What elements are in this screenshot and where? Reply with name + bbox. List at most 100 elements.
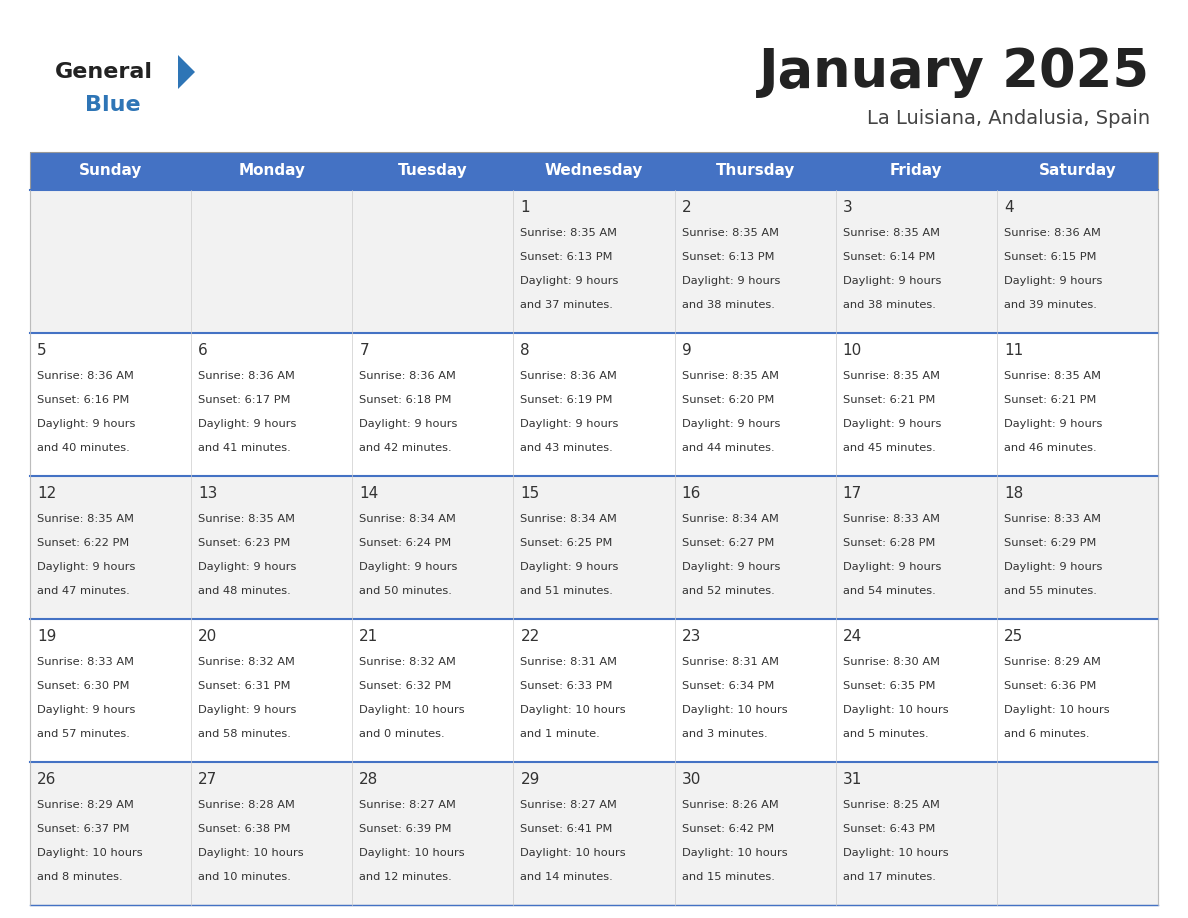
Text: Daylight: 10 hours: Daylight: 10 hours <box>359 705 465 715</box>
Text: and 44 minutes.: and 44 minutes. <box>682 443 775 453</box>
Text: Sunset: 6:25 PM: Sunset: 6:25 PM <box>520 538 613 548</box>
Text: Sunrise: 8:35 AM: Sunrise: 8:35 AM <box>37 514 134 524</box>
Text: 20: 20 <box>198 629 217 644</box>
Text: 28: 28 <box>359 772 379 787</box>
Text: 17: 17 <box>842 486 862 501</box>
Text: Sunset: 6:42 PM: Sunset: 6:42 PM <box>682 824 773 834</box>
Text: Saturday: Saturday <box>1038 163 1117 178</box>
Text: Sunrise: 8:26 AM: Sunrise: 8:26 AM <box>682 800 778 810</box>
Text: 21: 21 <box>359 629 379 644</box>
Text: and 45 minutes.: and 45 minutes. <box>842 443 935 453</box>
Text: Daylight: 10 hours: Daylight: 10 hours <box>1004 705 1110 715</box>
Text: and 43 minutes.: and 43 minutes. <box>520 443 613 453</box>
Text: Sunrise: 8:31 AM: Sunrise: 8:31 AM <box>682 657 778 667</box>
Text: and 17 minutes.: and 17 minutes. <box>842 872 936 882</box>
Text: Daylight: 9 hours: Daylight: 9 hours <box>198 419 297 429</box>
Text: Sunrise: 8:25 AM: Sunrise: 8:25 AM <box>842 800 940 810</box>
Text: and 3 minutes.: and 3 minutes. <box>682 729 767 739</box>
Text: and 40 minutes.: and 40 minutes. <box>37 443 129 453</box>
Text: Daylight: 9 hours: Daylight: 9 hours <box>520 276 619 286</box>
Text: Sunset: 6:30 PM: Sunset: 6:30 PM <box>37 681 129 691</box>
Text: 11: 11 <box>1004 343 1023 358</box>
Text: Sunset: 6:22 PM: Sunset: 6:22 PM <box>37 538 129 548</box>
Text: Sunset: 6:32 PM: Sunset: 6:32 PM <box>359 681 451 691</box>
Text: Daylight: 9 hours: Daylight: 9 hours <box>842 276 941 286</box>
Text: Sunset: 6:28 PM: Sunset: 6:28 PM <box>842 538 935 548</box>
Text: Sunset: 6:34 PM: Sunset: 6:34 PM <box>682 681 773 691</box>
Text: Sunrise: 8:36 AM: Sunrise: 8:36 AM <box>359 371 456 381</box>
Text: and 14 minutes.: and 14 minutes. <box>520 872 613 882</box>
Text: 7: 7 <box>359 343 369 358</box>
Text: 1: 1 <box>520 200 530 215</box>
Text: and 47 minutes.: and 47 minutes. <box>37 586 129 596</box>
Text: Sunset: 6:14 PM: Sunset: 6:14 PM <box>842 252 935 262</box>
Text: Monday: Monday <box>239 163 305 178</box>
Text: and 38 minutes.: and 38 minutes. <box>842 300 936 310</box>
Text: 16: 16 <box>682 486 701 501</box>
Text: 12: 12 <box>37 486 56 501</box>
Text: Sunrise: 8:32 AM: Sunrise: 8:32 AM <box>359 657 456 667</box>
Text: Sunset: 6:27 PM: Sunset: 6:27 PM <box>682 538 773 548</box>
Text: Sunrise: 8:36 AM: Sunrise: 8:36 AM <box>520 371 618 381</box>
Text: 3: 3 <box>842 200 853 215</box>
Text: Sunrise: 8:33 AM: Sunrise: 8:33 AM <box>842 514 940 524</box>
Text: Sunset: 6:41 PM: Sunset: 6:41 PM <box>520 824 613 834</box>
Text: Blue: Blue <box>86 95 140 115</box>
Text: Sunset: 6:15 PM: Sunset: 6:15 PM <box>1004 252 1097 262</box>
Text: Daylight: 10 hours: Daylight: 10 hours <box>842 705 948 715</box>
Text: Daylight: 9 hours: Daylight: 9 hours <box>198 705 297 715</box>
Text: Sunrise: 8:35 AM: Sunrise: 8:35 AM <box>682 228 778 238</box>
Text: and 39 minutes.: and 39 minutes. <box>1004 300 1097 310</box>
Text: Sunrise: 8:33 AM: Sunrise: 8:33 AM <box>1004 514 1101 524</box>
Text: Sunrise: 8:31 AM: Sunrise: 8:31 AM <box>520 657 618 667</box>
Text: Sunrise: 8:36 AM: Sunrise: 8:36 AM <box>198 371 295 381</box>
Text: Daylight: 9 hours: Daylight: 9 hours <box>1004 419 1102 429</box>
Text: Sunset: 6:39 PM: Sunset: 6:39 PM <box>359 824 451 834</box>
Text: Daylight: 9 hours: Daylight: 9 hours <box>359 419 457 429</box>
Text: 13: 13 <box>198 486 217 501</box>
Text: 22: 22 <box>520 629 539 644</box>
Text: Wednesday: Wednesday <box>545 163 643 178</box>
Bar <box>30 152 1158 905</box>
Text: Sunrise: 8:29 AM: Sunrise: 8:29 AM <box>1004 657 1101 667</box>
Text: Daylight: 9 hours: Daylight: 9 hours <box>520 562 619 572</box>
Text: Daylight: 9 hours: Daylight: 9 hours <box>682 419 781 429</box>
Text: Daylight: 9 hours: Daylight: 9 hours <box>1004 562 1102 572</box>
Text: Daylight: 9 hours: Daylight: 9 hours <box>842 419 941 429</box>
Text: and 48 minutes.: and 48 minutes. <box>198 586 291 596</box>
Bar <box>30 476 1158 619</box>
Text: General: General <box>55 62 153 82</box>
Text: 18: 18 <box>1004 486 1023 501</box>
Text: Sunrise: 8:35 AM: Sunrise: 8:35 AM <box>520 228 618 238</box>
Text: Sunrise: 8:28 AM: Sunrise: 8:28 AM <box>198 800 295 810</box>
Text: 19: 19 <box>37 629 56 644</box>
Text: Daylight: 10 hours: Daylight: 10 hours <box>682 848 788 858</box>
Text: Sunrise: 8:27 AM: Sunrise: 8:27 AM <box>359 800 456 810</box>
Text: and 58 minutes.: and 58 minutes. <box>198 729 291 739</box>
Text: Daylight: 9 hours: Daylight: 9 hours <box>37 419 135 429</box>
Text: and 42 minutes.: and 42 minutes. <box>359 443 451 453</box>
Text: 4: 4 <box>1004 200 1013 215</box>
Text: Sunset: 6:18 PM: Sunset: 6:18 PM <box>359 395 451 405</box>
Text: Daylight: 9 hours: Daylight: 9 hours <box>37 705 135 715</box>
Text: Daylight: 9 hours: Daylight: 9 hours <box>37 562 135 572</box>
Bar <box>30 619 1158 762</box>
Text: Sunrise: 8:27 AM: Sunrise: 8:27 AM <box>520 800 618 810</box>
Text: Daylight: 9 hours: Daylight: 9 hours <box>359 562 457 572</box>
Text: and 46 minutes.: and 46 minutes. <box>1004 443 1097 453</box>
Text: 14: 14 <box>359 486 379 501</box>
Text: Sunset: 6:38 PM: Sunset: 6:38 PM <box>198 824 291 834</box>
Text: Daylight: 9 hours: Daylight: 9 hours <box>682 276 781 286</box>
Text: 5: 5 <box>37 343 46 358</box>
Text: La Luisiana, Andalusia, Spain: La Luisiana, Andalusia, Spain <box>867 108 1150 128</box>
Text: 6: 6 <box>198 343 208 358</box>
Text: Sunset: 6:36 PM: Sunset: 6:36 PM <box>1004 681 1097 691</box>
Text: Sunset: 6:31 PM: Sunset: 6:31 PM <box>198 681 291 691</box>
Text: Sunrise: 8:35 AM: Sunrise: 8:35 AM <box>1004 371 1101 381</box>
Text: Sunrise: 8:36 AM: Sunrise: 8:36 AM <box>37 371 134 381</box>
Text: Sunset: 6:21 PM: Sunset: 6:21 PM <box>842 395 935 405</box>
Text: 25: 25 <box>1004 629 1023 644</box>
Text: Sunset: 6:23 PM: Sunset: 6:23 PM <box>198 538 291 548</box>
Text: Daylight: 10 hours: Daylight: 10 hours <box>37 848 143 858</box>
Text: Daylight: 10 hours: Daylight: 10 hours <box>520 848 626 858</box>
